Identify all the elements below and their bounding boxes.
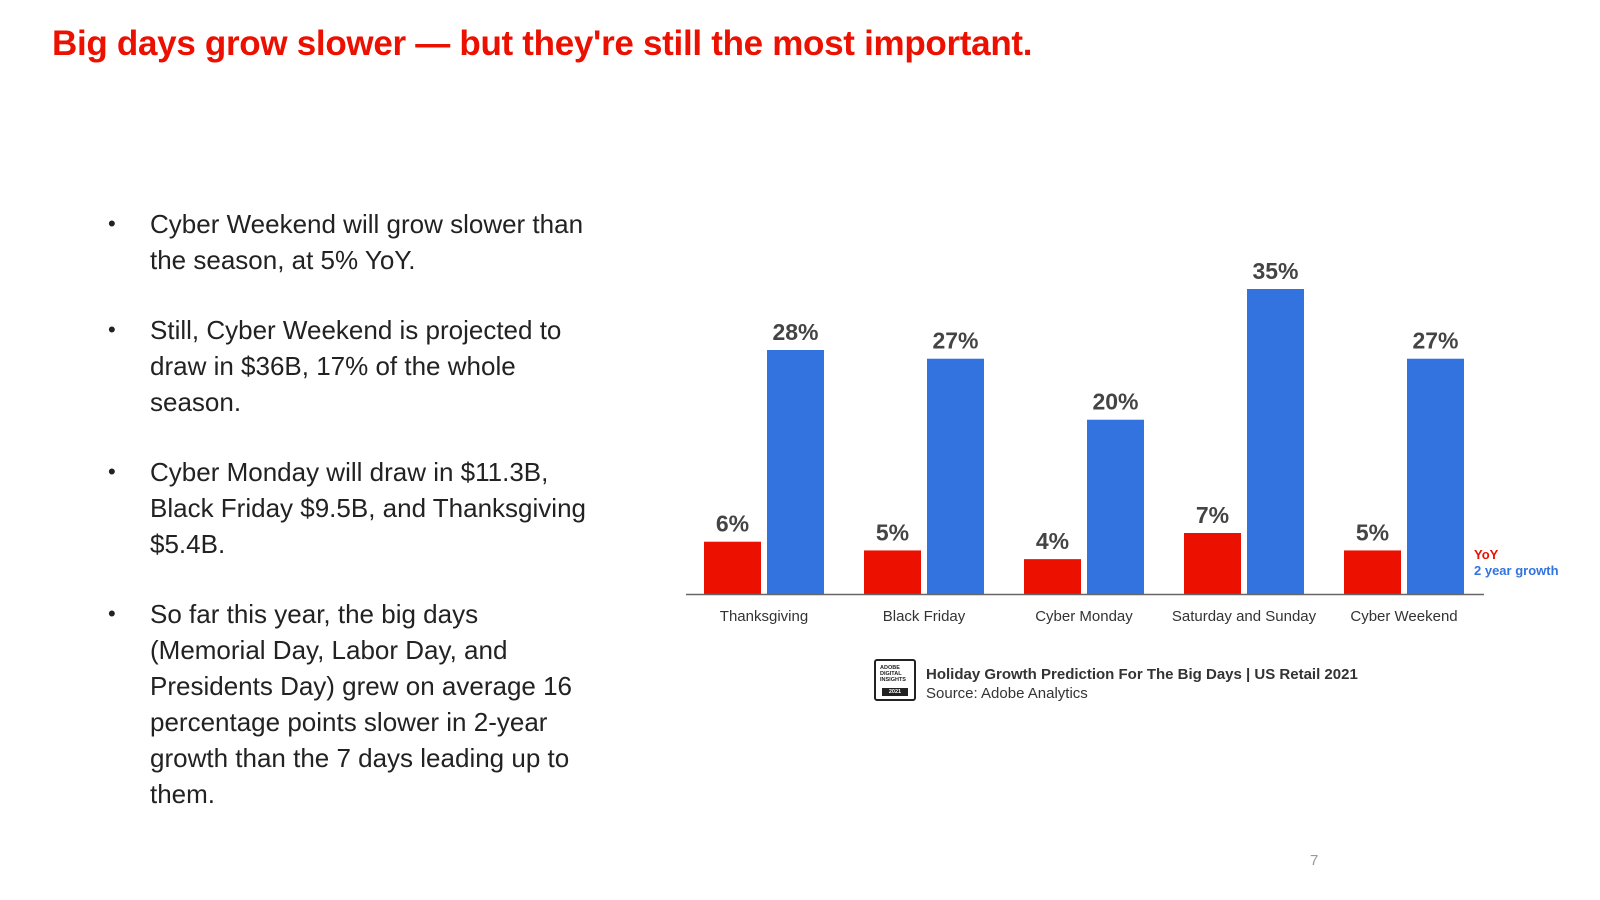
bar-two-year <box>767 350 824 594</box>
bar-two-year <box>1247 289 1304 594</box>
data-label-two-year: 27% <box>932 328 978 354</box>
bar-two-year <box>1407 358 1464 594</box>
data-label-yoy: 5% <box>876 519 909 545</box>
bar-two-year <box>1087 419 1144 594</box>
chart-caption-title: Holiday Growth Prediction For The Big Da… <box>926 666 1358 683</box>
slide-title: Big days grow slower — but they're still… <box>52 24 1033 63</box>
category-label: Thanksgiving <box>720 608 808 625</box>
data-label-two-year: 35% <box>1252 258 1298 284</box>
bar-yoy <box>1344 550 1401 594</box>
data-label-yoy: 5% <box>1356 519 1389 545</box>
category-label: Cyber Weekend <box>1350 608 1457 625</box>
category-label: Black Friday <box>883 608 966 625</box>
data-label-two-year: 20% <box>1092 389 1138 415</box>
legend-two-year: 2 year growth <box>1474 563 1559 578</box>
data-label-yoy: 6% <box>716 511 749 537</box>
bullet-dot: • <box>108 317 116 342</box>
data-label-yoy: 7% <box>1196 502 1229 528</box>
bar-yoy <box>1024 559 1081 594</box>
legend-yoy: YoY <box>1474 547 1499 562</box>
category-label: Saturday and Sunday <box>1172 608 1317 625</box>
bullet-text: Cyber Weekend will grow slower than the … <box>150 209 584 275</box>
bar-yoy <box>704 541 761 594</box>
adobe-digital-insights-logo: ADOBE DIGITAL INSIGHTS 2021 <box>874 659 916 701</box>
bullet-dot: • <box>108 459 116 484</box>
category-label: Cyber Monday <box>1035 608 1133 625</box>
data-label-two-year: 27% <box>1412 328 1458 354</box>
bar-yoy <box>864 550 921 594</box>
data-label-two-year: 28% <box>772 319 818 345</box>
bullet-dot: • <box>108 601 116 626</box>
badge-line: ADOBE <box>880 665 900 671</box>
bullet-text: Cyber Monday will draw in $11.3B, Black … <box>150 457 586 559</box>
bullet-item: • So far this year, the big days (Memoria… <box>108 596 588 812</box>
bullet-text: Still, Cyber Weekend is projected to dra… <box>150 315 562 417</box>
chart-caption-source: Source: Adobe Analytics <box>926 685 1088 702</box>
bullet-dot: • <box>108 211 116 236</box>
badge-line: DIGITAL <box>880 671 902 677</box>
badge-line: INSIGHTS <box>880 677 906 683</box>
bullet-item: • Cyber Weekend will grow slower than the… <box>108 206 588 278</box>
badge-year: 2021 <box>882 688 908 696</box>
bullet-text: So far this year, the big days (Memorial… <box>150 599 573 809</box>
bullet-item: • Still, Cyber Weekend is projected to dr… <box>108 312 588 420</box>
bar-yoy <box>1184 533 1241 594</box>
data-label-yoy: 4% <box>1036 528 1069 554</box>
bullet-item: • Cyber Monday will draw in $11.3B, Black… <box>108 454 588 562</box>
bar-two-year <box>927 358 984 594</box>
page-number: 7 <box>1310 852 1319 869</box>
bullet-list: • Cyber Weekend will grow slower than the… <box>108 206 588 846</box>
